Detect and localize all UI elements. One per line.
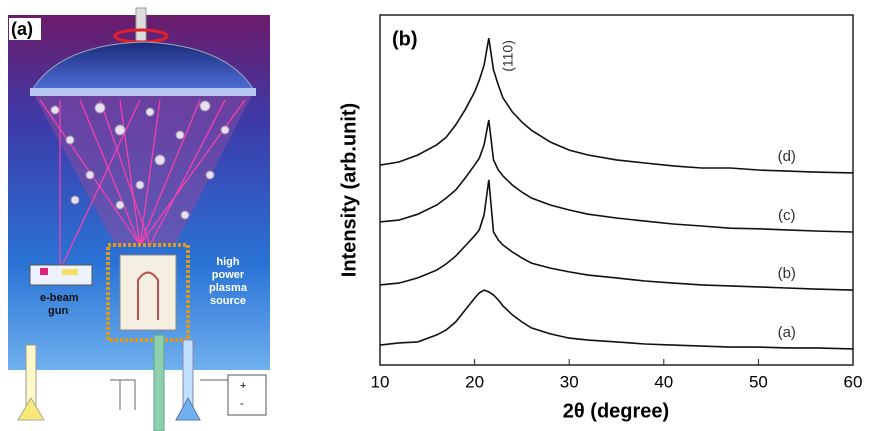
coil (106, 243, 190, 342)
arrow (17, 397, 45, 421)
source-label: source (210, 295, 246, 307)
series-label: (c) (778, 207, 796, 224)
power-supply (227, 374, 267, 416)
series-line (379, 289, 854, 350)
arrow (175, 396, 201, 421)
dome-rim (30, 88, 256, 96)
x-axis-label: 2θ (degree) (563, 400, 669, 422)
particles (50, 100, 230, 220)
x-tick-label: 40 (654, 372, 673, 391)
peak-annotation: (110) (499, 40, 515, 72)
x-tick-label: 50 (749, 372, 768, 391)
e-beam-gun-target (62, 269, 78, 275)
series-label: (a) (778, 324, 796, 341)
x-tick-label: 10 (371, 372, 390, 391)
shaft (135, 7, 147, 43)
series-label: (b) (778, 265, 796, 282)
x-tick-label: 60 (844, 372, 863, 391)
series-line (379, 119, 854, 233)
source-label: power (212, 269, 245, 281)
power-minus: - (240, 398, 244, 410)
crucible (119, 254, 177, 331)
trajectories (39, 99, 246, 271)
y-axis-label: Intensity (arb.unit) (338, 103, 360, 277)
e-beam-gun-body (29, 264, 93, 286)
e-beam-gun-tip (40, 268, 48, 275)
schematic: + - (a) e-beam gun high power plasma sou… (8, 7, 270, 431)
series-line (379, 179, 854, 291)
plot-frame (379, 14, 854, 366)
series-line (379, 37, 854, 174)
power-plus: + (240, 380, 246, 392)
wiring (110, 379, 228, 410)
x-tick-label: 30 (560, 372, 579, 391)
panel-label: (a) (11, 19, 33, 39)
heater (137, 271, 159, 320)
gun-label: e-beam (40, 292, 79, 304)
series-label: (d) (778, 148, 796, 165)
pipe (153, 334, 165, 431)
source-label: high (216, 256, 239, 268)
source-label: plasma (209, 282, 248, 294)
gun-label: gun (48, 305, 68, 317)
label-bg (9, 18, 41, 40)
pipe (25, 344, 37, 406)
panel-label: (b) (392, 28, 418, 50)
x-tick-label: 20 (465, 372, 484, 391)
substrate-dome (31, 41, 255, 91)
vapor-cone (34, 95, 252, 245)
